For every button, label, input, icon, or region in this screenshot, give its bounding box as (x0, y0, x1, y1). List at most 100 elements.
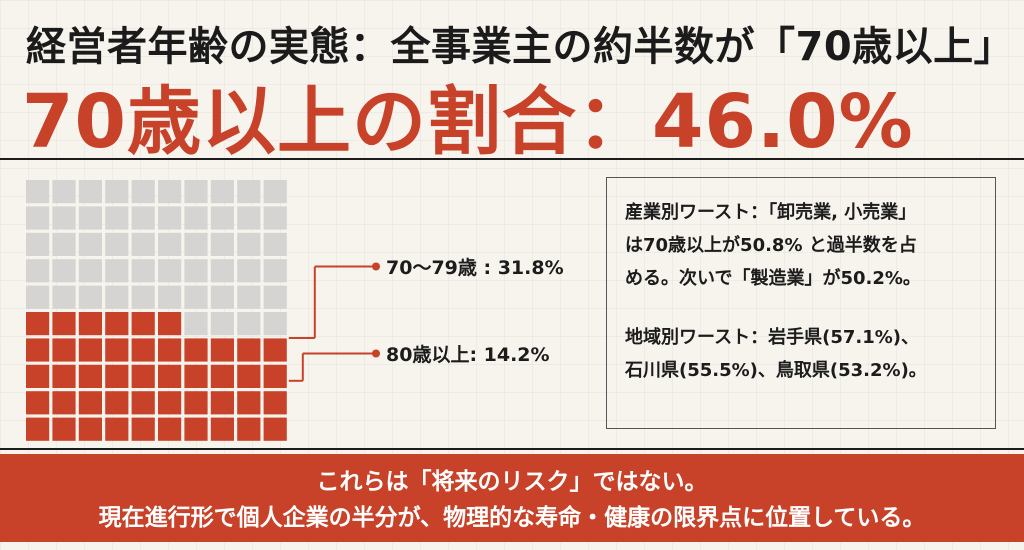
waffle-cell-empty (263, 206, 287, 230)
waffle-cell-empty (210, 232, 234, 256)
waffle-cell-empty (184, 232, 208, 256)
waffle-cell-filled (26, 338, 50, 362)
waffle-cell-filled (237, 338, 261, 362)
waffle-cell-empty (263, 285, 287, 309)
waffle-cell-empty (263, 312, 287, 336)
waffle-cell-filled (158, 417, 182, 441)
waffle-cell-filled (184, 364, 208, 388)
waffle-cell-empty (210, 312, 234, 336)
waffle-cell-empty (184, 285, 208, 309)
bottom-divider (0, 448, 1024, 450)
waffle-cell-filled (210, 364, 234, 388)
waffle-cell-empty (52, 232, 76, 256)
waffle-cell-filled (26, 312, 50, 336)
waffle-cell-empty (78, 285, 102, 309)
waffle-cell-filled (131, 364, 155, 388)
waffle-cell-empty (26, 285, 50, 309)
waffle-cell-filled (26, 417, 50, 441)
waffle-cell-filled (210, 338, 234, 362)
waffle-cell-empty (158, 206, 182, 230)
waffle-cell-empty (105, 259, 129, 283)
info-region-line-2: 石川県(55.5%)、鳥取県(53.2%)。 (625, 360, 927, 381)
waffle-cell-empty (158, 232, 182, 256)
waffle-cell-filled (131, 338, 155, 362)
waffle-cell-empty (184, 259, 208, 283)
waffle-cell-filled (237, 417, 261, 441)
waffle-cell-filled (52, 312, 76, 336)
waffle-cell-empty (184, 206, 208, 230)
waffle-cell-filled (158, 312, 182, 336)
waffle-cell-filled (78, 417, 102, 441)
conclusion-banner: これらは「将来のリスク」ではない。 現在進行形で個人企業の半分が、物理的な寿命・… (0, 454, 1024, 542)
waffle-cell-filled (131, 391, 155, 415)
waffle-cell-filled (237, 364, 261, 388)
waffle-cell-empty (105, 180, 129, 204)
waffle-cell-empty (78, 259, 102, 283)
waffle-cell-empty (105, 285, 129, 309)
waffle-cell-filled (105, 338, 129, 362)
waffle-cell-filled (52, 338, 76, 362)
waffle-cell-empty (105, 232, 129, 256)
info-box: 産業別ワースト：「卸売業, 小売業」 は70歳以上が50.8% と過半数を占 め… (606, 177, 996, 429)
connector-80-plus-dot (372, 349, 380, 358)
waffle-cell-empty (237, 180, 261, 204)
waffle-cell-empty (210, 180, 234, 204)
waffle-cell-filled (263, 364, 287, 388)
waffle-cell-filled (263, 338, 287, 362)
waffle-cell-empty (263, 180, 287, 204)
waffle-cell-empty (237, 206, 261, 230)
segment-label-70-79: 70〜79歳 : 31.8% (386, 257, 564, 279)
waffle-cell-filled (105, 312, 129, 336)
waffle-cell-filled (78, 391, 102, 415)
waffle-cell-empty (158, 180, 182, 204)
waffle-cell-filled (237, 391, 261, 415)
waffle-cell-empty (184, 312, 208, 336)
waffle-cell-filled (105, 391, 129, 415)
waffle-cell-empty (105, 206, 129, 230)
waffle-cell-filled (158, 338, 182, 362)
waffle-cell-filled (52, 364, 76, 388)
waffle-cell-filled (52, 417, 76, 441)
waffle-cell-empty (52, 180, 76, 204)
waffle-cell-filled (184, 391, 208, 415)
waffle-cell-empty (78, 232, 102, 256)
info-industry-line-3: める。次いで「製造業」が50.2%。 (625, 268, 921, 289)
banner-line-2: 現在進行形で個人企業の半分が、物理的な寿命・健康の限界点に位置している。 (98, 505, 926, 531)
waffle-cell-filled (105, 417, 129, 441)
waffle-cell-filled (78, 364, 102, 388)
waffle-cell-empty (237, 312, 261, 336)
waffle-cell-empty (26, 180, 50, 204)
waffle-cell-filled (26, 391, 50, 415)
waffle-cell-empty (131, 180, 155, 204)
waffle-cell-filled (184, 417, 208, 441)
waffle-cell-filled (78, 312, 102, 336)
waffle-cell-empty (52, 285, 76, 309)
waffle-cell-empty (78, 180, 102, 204)
waffle-cell-empty (158, 259, 182, 283)
waffle-cell-filled (263, 417, 287, 441)
waffle-cell-filled (26, 364, 50, 388)
waffle-cell-empty (210, 206, 234, 230)
headline-stat: 70歳以上の割合：46.0% (22, 79, 914, 165)
waffle-cell-filled (131, 417, 155, 441)
info-region-line-1: 地域別ワースト：岩手県(57.1%)、 (625, 327, 919, 348)
connector-70-79-dot (372, 262, 380, 271)
waffle-cell-empty (210, 259, 234, 283)
page-title: 経営者年齢の実態：全事業主の約半数が「70歳以上」 (26, 24, 1015, 70)
waffle-cell-filled (105, 364, 129, 388)
waffle-cell-empty (52, 259, 76, 283)
waffle-cell-filled (131, 312, 155, 336)
waffle-cell-filled (52, 391, 76, 415)
banner-line-1: これらは「将来のリスク」ではない。 (316, 469, 708, 495)
waffle-cell-empty (78, 206, 102, 230)
waffle-cell-filled (158, 364, 182, 388)
waffle-cell-empty (237, 259, 261, 283)
waffle-cell-empty (131, 232, 155, 256)
waffle-cell-filled (263, 391, 287, 415)
waffle-cell-empty (26, 259, 50, 283)
waffle-cell-empty (131, 206, 155, 230)
waffle-cell-empty (131, 259, 155, 283)
waffle-cell-empty (263, 232, 287, 256)
waffle-cell-filled (78, 338, 102, 362)
